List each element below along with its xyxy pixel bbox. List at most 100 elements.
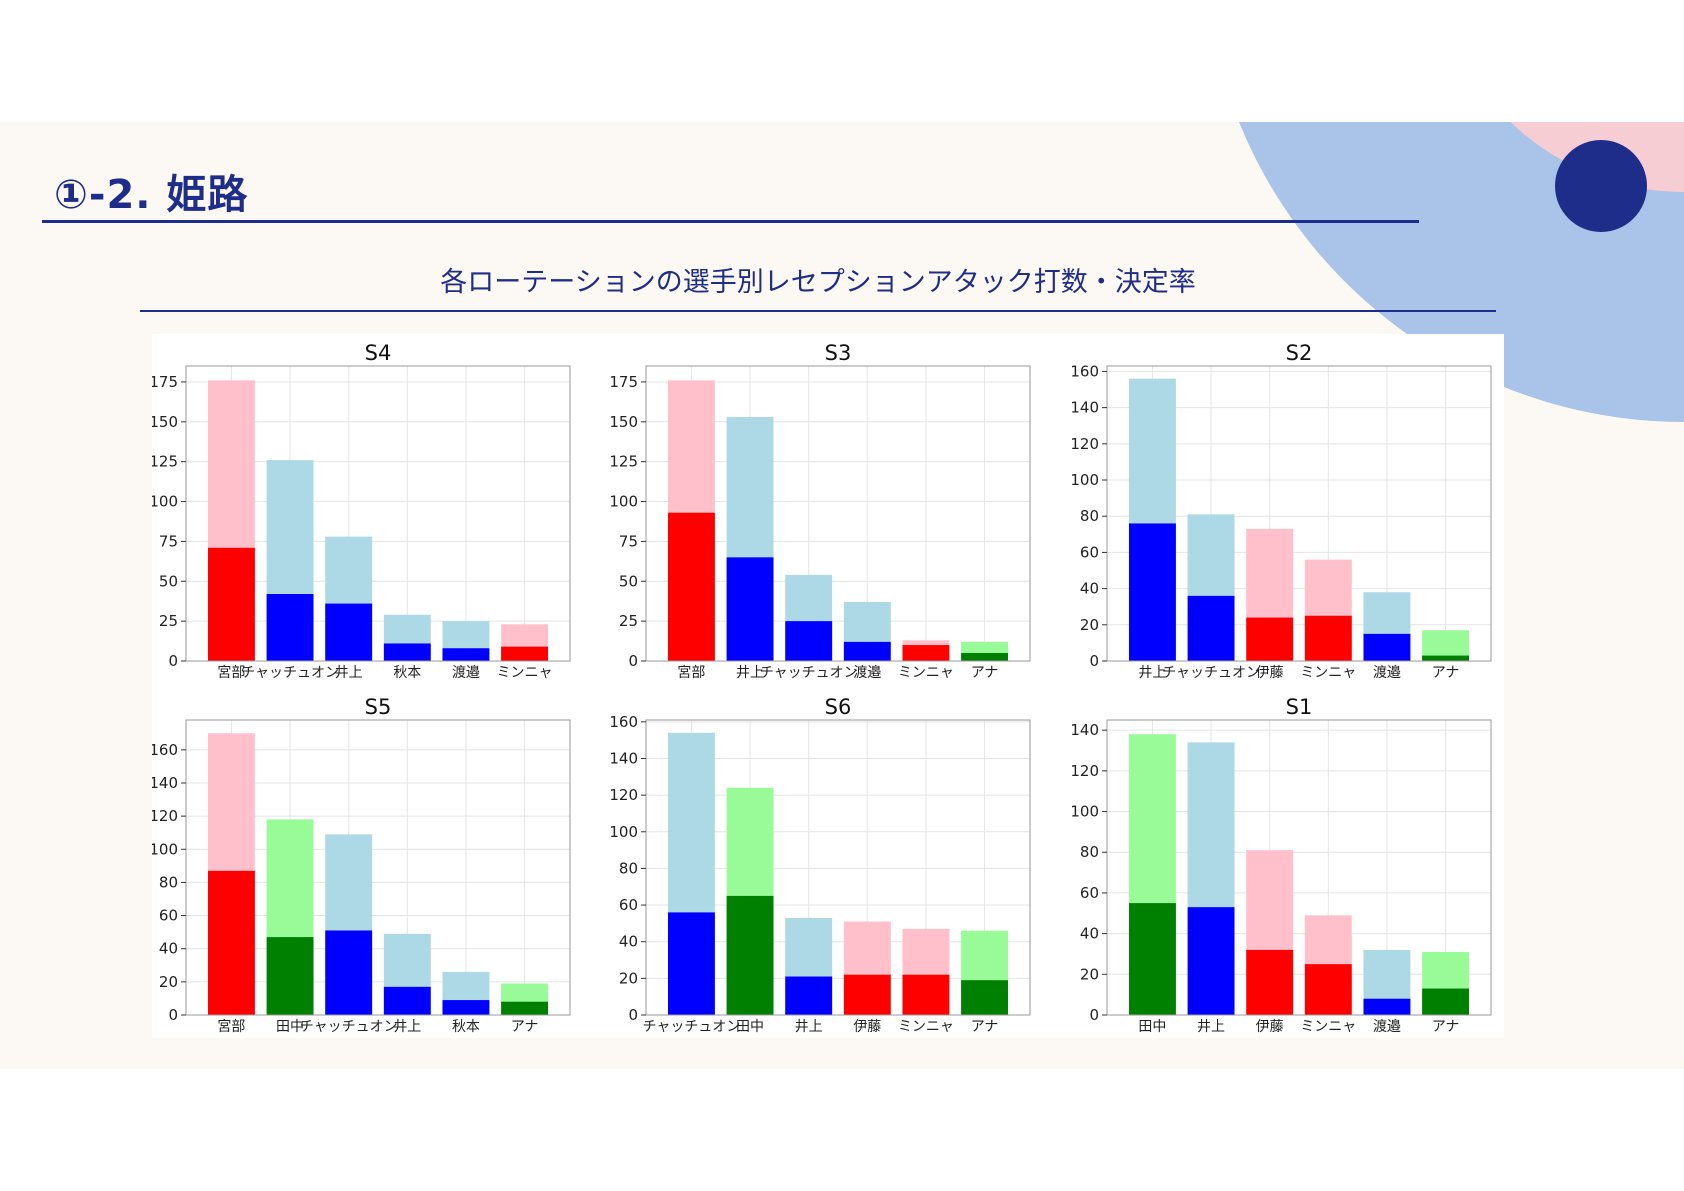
chart-title: S6	[825, 695, 852, 719]
bar-kill	[266, 594, 314, 661]
y-tick-label: 100	[152, 493, 178, 511]
bar-kill	[902, 645, 950, 661]
y-tick-label: 20	[1080, 616, 1099, 634]
y-tick-label: 40	[1080, 925, 1099, 943]
y-tick-label: 40	[159, 940, 178, 958]
x-tick-label: ミンニャ	[898, 1019, 954, 1035]
y-tick-label: 50	[619, 572, 638, 590]
bar-kill	[785, 621, 833, 661]
x-tick-label: 井上	[736, 665, 764, 681]
y-tick-label: 140	[609, 749, 638, 767]
y-tick-label: 120	[1070, 435, 1099, 453]
x-tick-label: 渡邉	[853, 665, 881, 681]
plot-frame	[1106, 365, 1492, 662]
bar-kill	[325, 930, 373, 1015]
bar-kill	[1363, 633, 1411, 661]
x-tick-label: 渡邉	[1373, 665, 1401, 681]
y-tick-label: 100	[609, 493, 638, 511]
x-tick-label: 伊藤	[1256, 665, 1284, 681]
y-tick-label: 60	[1080, 884, 1099, 902]
x-tick-label: チャッチュオン	[642, 1019, 740, 1035]
x-tick-label: アナ	[971, 665, 999, 681]
bar-kill	[843, 974, 891, 1015]
bar-kill	[207, 870, 255, 1015]
plot-frame	[185, 365, 571, 662]
subtitle-underline	[140, 310, 1496, 312]
y-tick-label: 0	[628, 1006, 638, 1024]
charts-panel: 0 25 50 75 100 125 150 175 宮部 チャッチュオン 井上 秋本 渡邉 ミンニャ S4…	[152, 334, 1504, 1038]
bar-kill	[961, 653, 1009, 661]
y-tick-label: 160	[609, 713, 638, 731]
x-tick-label: アナ	[971, 1019, 999, 1035]
x-tick-label: 田中	[736, 1019, 764, 1035]
x-tick-label: アナ	[1432, 665, 1460, 681]
chart-title: S4	[365, 341, 392, 365]
y-tick-label: 20	[619, 969, 638, 987]
bar-kill	[961, 980, 1009, 1015]
title-underline	[42, 220, 1419, 223]
y-tick-label: 40	[1080, 580, 1099, 598]
x-tick-label: 秋本	[452, 1019, 480, 1035]
x-tick-label: 田中	[276, 1019, 304, 1035]
bar-kill	[207, 547, 255, 661]
y-tick-label: 0	[168, 1006, 178, 1024]
y-tick-label: 0	[1089, 1006, 1099, 1024]
x-tick-label: 渡邉	[1373, 1019, 1401, 1035]
bar-kill	[501, 646, 549, 661]
bar-kill	[1422, 988, 1470, 1015]
x-tick-label: 田中	[1138, 1019, 1166, 1035]
plot-frame	[645, 365, 1031, 662]
x-tick-label: 宮部	[217, 1019, 245, 1035]
y-tick-label: 80	[159, 873, 178, 891]
bar-kill	[325, 603, 373, 661]
bar-kill	[667, 912, 715, 1015]
x-tick-label: 渡邉	[452, 665, 480, 681]
y-tick-label: 60	[619, 896, 638, 914]
plot-frame	[185, 719, 571, 1016]
bar-kill	[1304, 964, 1352, 1015]
y-tick-label: 80	[1080, 507, 1099, 525]
x-tick-label: チャッチュオン	[1162, 665, 1260, 681]
y-tick-label: 25	[159, 612, 178, 630]
y-tick-label: 100	[1070, 471, 1099, 489]
x-tick-label: 秋本	[393, 665, 421, 681]
bar-kill	[902, 974, 950, 1015]
x-tick-label: チャッチュオン	[760, 665, 858, 681]
bar-kill	[1246, 949, 1294, 1015]
x-tick-label: ミンニャ	[497, 665, 553, 681]
y-tick-label: 140	[1070, 721, 1099, 739]
x-tick-label: アナ	[1432, 1019, 1460, 1035]
bar-kill	[1187, 907, 1235, 1015]
corner-decoration	[1239, 122, 1684, 422]
x-tick-label: ミンニャ	[1300, 1019, 1356, 1035]
y-tick-label: 175	[152, 373, 178, 391]
chart-subtitle: 各ローテーションの選手別レセプションアタック打数・決定率	[440, 267, 1196, 298]
x-tick-label: 井上	[795, 1019, 823, 1035]
chart-title: S2	[1286, 341, 1313, 365]
chart-title: S1	[1286, 695, 1313, 719]
y-tick-label: 100	[152, 840, 178, 858]
y-tick-label: 20	[159, 973, 178, 991]
plot-frame	[645, 719, 1031, 1016]
x-tick-label: 宮部	[217, 665, 245, 681]
bar-kill	[266, 937, 314, 1015]
y-tick-label: 60	[1080, 543, 1099, 561]
y-tick-label: 120	[609, 786, 638, 804]
y-tick-label: 120	[1070, 762, 1099, 780]
x-tick-label: 伊藤	[853, 1019, 881, 1035]
bar-kill	[1187, 595, 1235, 661]
chart-title: S3	[825, 341, 852, 365]
plot-frame	[1106, 719, 1492, 1016]
x-tick-label: 井上	[1138, 665, 1166, 681]
x-tick-label: アナ	[511, 1019, 539, 1035]
bar-kill	[843, 641, 891, 661]
bar-kill	[1246, 617, 1294, 661]
bar-kill	[383, 643, 431, 661]
y-tick-label: 50	[159, 572, 178, 590]
bar-kill	[442, 648, 490, 661]
